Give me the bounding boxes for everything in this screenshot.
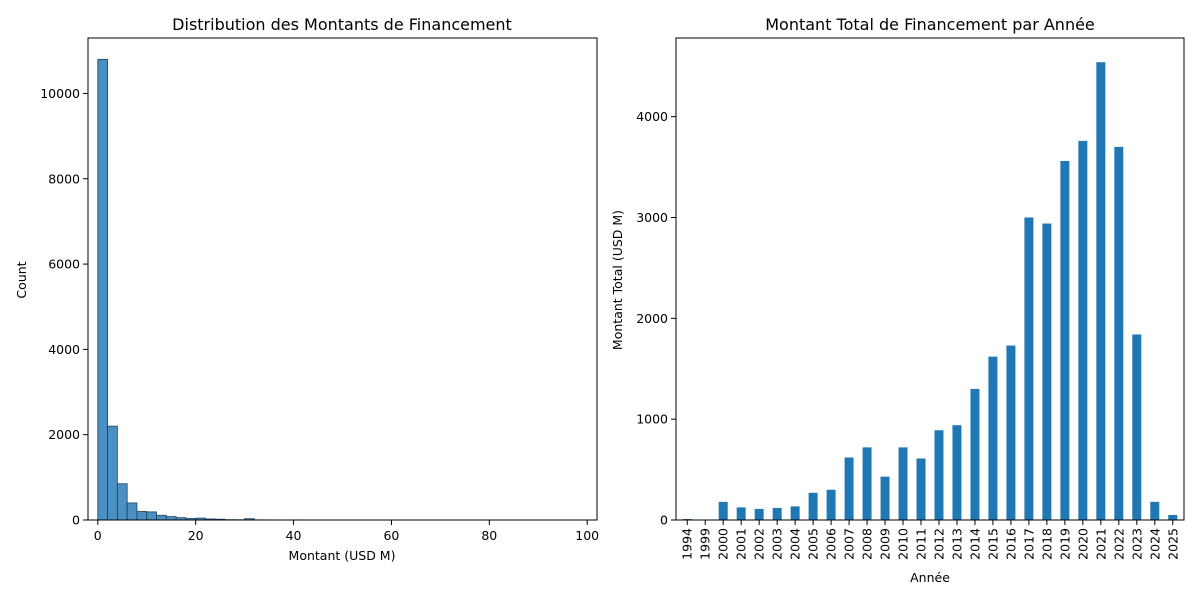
bar-chart-y-tick-label: 1000 bbox=[636, 412, 668, 427]
histogram-x-tick-label: 60 bbox=[383, 528, 399, 543]
year-bar bbox=[736, 507, 746, 520]
bar-chart-x-tick-label: 2023 bbox=[1129, 528, 1144, 560]
year-bar bbox=[1168, 514, 1178, 520]
bar-chart-x-tick-label: 2024 bbox=[1147, 528, 1162, 560]
bar-chart-y-tick-label: 2000 bbox=[636, 311, 668, 326]
bar-chart-x-tick-label: 2000 bbox=[716, 528, 731, 560]
bar-chart-x-tick-label: 2013 bbox=[949, 528, 964, 560]
bar-chart-x-tick-label: 1994 bbox=[680, 528, 695, 560]
bar-chart-x-tick-label: 2016 bbox=[1003, 528, 1018, 560]
bar-chart-y-tick-label: 3000 bbox=[636, 210, 668, 225]
bar-chart-x-tick-label: 2009 bbox=[878, 528, 893, 560]
year-bar bbox=[916, 458, 926, 520]
bar-chart-x-tick-label: 2007 bbox=[842, 528, 857, 560]
bar-chart-x-tick-label: 2002 bbox=[752, 528, 767, 560]
bar-chart-x-tick-label: 2015 bbox=[985, 528, 1000, 560]
bar-chart-x-tick-label: 2012 bbox=[931, 528, 946, 560]
year-bar bbox=[1006, 345, 1016, 520]
histogram-x-tick-label: 0 bbox=[94, 528, 102, 543]
histogram-plot-frame bbox=[87, 37, 598, 521]
year-bar bbox=[754, 508, 764, 520]
bar-chart-x-tick-label: 2005 bbox=[806, 528, 821, 560]
bar-chart-y-tick-label: 0 bbox=[660, 513, 668, 528]
yearly-bar-panel: Montant Total de Financement par Année 0… bbox=[610, 15, 1185, 585]
year-bar bbox=[1096, 62, 1106, 520]
year-bar bbox=[1024, 217, 1034, 520]
bar-chart-x-tick-label: 2022 bbox=[1111, 528, 1126, 560]
histogram-x-tick-label: 100 bbox=[575, 528, 599, 543]
year-bar bbox=[1114, 146, 1124, 521]
histogram-bar bbox=[107, 425, 118, 521]
histogram-bar bbox=[136, 511, 148, 521]
histogram-y-tick-label: 4000 bbox=[48, 342, 80, 357]
year-bar bbox=[790, 506, 800, 520]
histogram-bar bbox=[97, 58, 108, 521]
year-bar bbox=[1060, 161, 1070, 520]
histogram-y-tick-label: 8000 bbox=[48, 171, 80, 186]
bar-chart-x-tick-label: 2003 bbox=[770, 528, 785, 560]
histogram-x-tick-label: 40 bbox=[286, 528, 302, 543]
year-bar bbox=[934, 430, 944, 520]
year-bar bbox=[880, 476, 890, 520]
histogram-y-tick-label: 10000 bbox=[40, 86, 80, 101]
histogram-y-axis-label: Count bbox=[14, 261, 29, 298]
histogram-y-tick-label: 0 bbox=[72, 513, 80, 528]
histogram-x-tick-label: 20 bbox=[188, 528, 204, 543]
bar-chart-y-tick-label: 4000 bbox=[636, 109, 668, 124]
bar-chart-x-tick-label: 2010 bbox=[896, 528, 911, 560]
bar-chart-x-tick-label: 2014 bbox=[967, 528, 982, 560]
year-bar bbox=[898, 447, 908, 520]
year-bar bbox=[808, 492, 818, 520]
histogram-y-tick-label: 6000 bbox=[48, 257, 80, 272]
bar-chart-x-tick-label: 2004 bbox=[788, 528, 803, 560]
histogram-x-axis-label: Montant (USD M) bbox=[289, 548, 396, 563]
year-bar bbox=[1078, 140, 1088, 520]
bar-chart-x-tick-label: 2001 bbox=[734, 528, 749, 560]
year-bar bbox=[826, 489, 836, 520]
bar-chart-x-tick-label: 2020 bbox=[1075, 528, 1090, 560]
year-bar bbox=[988, 356, 998, 520]
year-bar bbox=[718, 501, 728, 520]
histogram-bar bbox=[116, 483, 128, 521]
histogram-bar bbox=[156, 514, 167, 521]
histogram-bar bbox=[146, 511, 157, 521]
year-bar bbox=[862, 447, 872, 520]
bar-chart-plot-frame bbox=[675, 37, 1185, 521]
bar-chart-x-tick-label: 2011 bbox=[914, 528, 929, 560]
histogram-bar bbox=[165, 516, 177, 521]
year-bar bbox=[1042, 223, 1052, 521]
histogram-bar bbox=[126, 502, 138, 521]
histogram-title: Distribution des Montants de Financement bbox=[172, 15, 512, 34]
year-bar bbox=[844, 457, 854, 520]
histogram-panel: Distribution des Montants de Financement… bbox=[14, 15, 599, 563]
bar-chart-x-tick-label: 1999 bbox=[698, 528, 713, 560]
bar-chart-x-tick-label: 2025 bbox=[1165, 528, 1180, 560]
bar-chart-x-tick-label: 2006 bbox=[824, 528, 839, 560]
year-bar bbox=[952, 425, 962, 520]
bar-chart-x-tick-label: 2018 bbox=[1039, 528, 1054, 560]
bar-chart-x-tick-label: 2008 bbox=[860, 528, 875, 560]
year-bar bbox=[970, 388, 980, 520]
bar-chart-x-axis-label: Année bbox=[910, 570, 950, 585]
histogram-x-tick-label: 80 bbox=[481, 528, 497, 543]
year-bar bbox=[772, 507, 782, 520]
bar-chart-x-tick-label: 2017 bbox=[1021, 528, 1036, 560]
bar-chart-y-axis-label: Montant Total (USD M) bbox=[610, 210, 625, 350]
bar-chart-x-tick-label: 2019 bbox=[1057, 528, 1072, 560]
bar-chart-title: Montant Total de Financement par Année bbox=[765, 15, 1095, 34]
histogram-y-tick-label: 2000 bbox=[48, 427, 80, 442]
year-bar bbox=[1132, 334, 1142, 520]
bar-chart-x-tick-label: 2021 bbox=[1093, 528, 1108, 560]
year-bar bbox=[1150, 501, 1160, 520]
year-bar bbox=[682, 518, 692, 520]
